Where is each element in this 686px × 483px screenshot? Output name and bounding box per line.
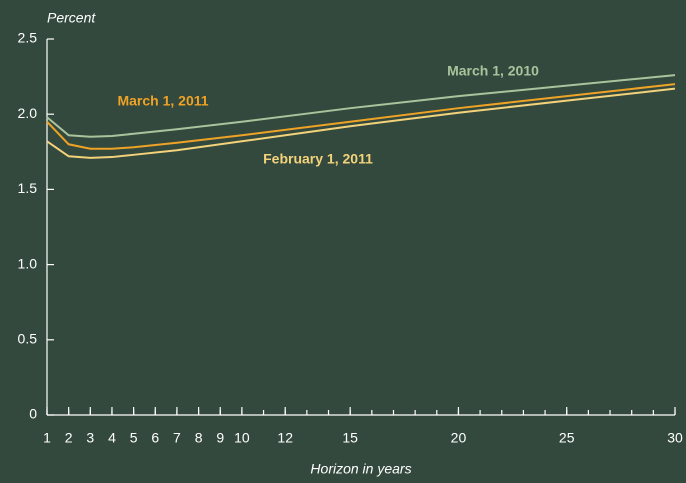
series-line — [46, 83, 676, 150]
x-tick-label: 1 — [43, 430, 51, 446]
x-tick-label: 3 — [86, 430, 94, 446]
series-label: February 1, 2011 — [263, 151, 373, 167]
y-axis-label: Percent — [47, 10, 96, 26]
x-tick-label: 10 — [234, 430, 250, 446]
x-tick-label: 5 — [130, 430, 138, 446]
x-tick-label: 2 — [65, 430, 73, 446]
y-tick-label: 1.5 — [18, 180, 38, 196]
series-line — [46, 87, 676, 159]
x-tick-label: 6 — [151, 430, 159, 446]
x-tick-label: 4 — [108, 430, 116, 446]
x-tick-label: 12 — [277, 430, 293, 446]
x-tick-label: 30 — [667, 430, 683, 446]
y-tick-label: 0 — [29, 406, 37, 422]
series-line — [46, 74, 676, 138]
x-tick-label: 20 — [451, 430, 467, 446]
y-tick-label: 1.0 — [18, 255, 38, 271]
x-tick-label: 25 — [559, 430, 575, 446]
series-label: March 1, 2010 — [447, 63, 539, 79]
y-tick-label: 2.5 — [18, 30, 38, 46]
x-tick-label: 8 — [195, 430, 203, 446]
series-label: March 1, 2011 — [117, 93, 208, 109]
x-axis-label: Horizon in years — [310, 461, 411, 477]
x-tick-label: 7 — [173, 430, 181, 446]
y-tick-label: 0.5 — [18, 331, 38, 347]
y-tick-label: 2.0 — [18, 105, 38, 121]
x-tick-label: 9 — [216, 430, 224, 446]
x-tick-label: 15 — [342, 430, 358, 446]
